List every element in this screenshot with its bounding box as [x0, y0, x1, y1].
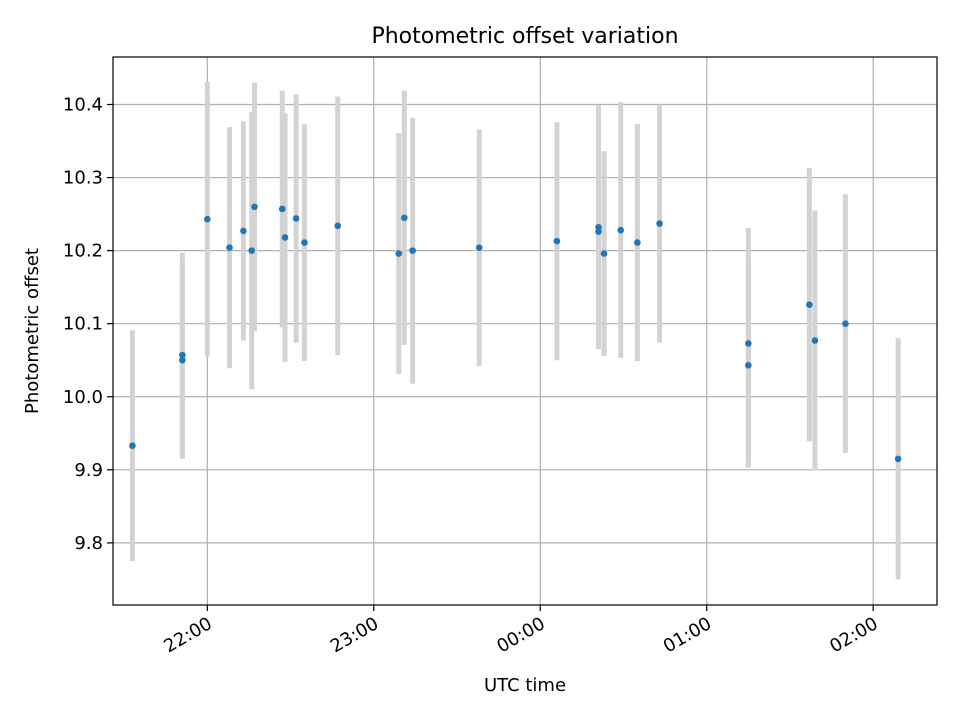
x-tick-label: 00:00 [493, 613, 548, 657]
data-point [226, 244, 233, 252]
data-point [595, 223, 602, 231]
data-point [894, 455, 902, 463]
y-tick-label: 10.0 [63, 387, 103, 408]
data-point [811, 337, 819, 344]
plot-frame [112, 56, 938, 606]
y-tick-label: 10.4 [63, 94, 103, 115]
data-point [745, 340, 752, 347]
y-tick-label: 10.1 [63, 314, 103, 335]
chart-title: Photometric offset variation [371, 24, 678, 49]
data-point [409, 247, 416, 254]
tick-layer: 9.8 9.9 10.0 10.1 10.2 10.3 10.4 22:00 23:00 00:0… [63, 94, 882, 657]
data-point [745, 362, 752, 369]
data-point [179, 356, 186, 364]
data-point [842, 320, 849, 327]
data-point [334, 222, 342, 230]
data-point [248, 247, 256, 254]
x-tick-label: 22:00 [160, 613, 215, 657]
data-point [617, 226, 625, 234]
data-point [179, 351, 186, 359]
x-axis-label: UTC time [484, 675, 566, 696]
y-axis-label: Photometric offset [22, 248, 43, 414]
y-tick-label: 10.3 [63, 168, 103, 189]
data-point [395, 250, 403, 257]
y-tick-label: 9.9 [74, 460, 103, 481]
data-point [204, 215, 211, 223]
data-point [806, 301, 813, 308]
data-point [553, 237, 561, 245]
data-point [240, 227, 247, 235]
data-point [401, 214, 408, 222]
data-point [634, 239, 641, 246]
y-tick-label: 10.2 [63, 241, 103, 262]
x-tick-label: 23:00 [327, 613, 382, 657]
data-point [129, 442, 136, 450]
x-tick-label: 02:00 [826, 613, 881, 657]
data-point [301, 239, 308, 246]
y-tick-label: 9.8 [74, 533, 103, 554]
data-point [656, 220, 663, 227]
data-point [292, 215, 300, 222]
data-point [278, 205, 286, 213]
point-layer [129, 203, 902, 463]
errorbar-layer [129, 81, 901, 580]
x-tick-label: 01:00 [660, 613, 715, 657]
data-point [281, 234, 289, 241]
data-point [251, 203, 258, 211]
data-point [475, 244, 483, 252]
data-point [600, 250, 608, 257]
